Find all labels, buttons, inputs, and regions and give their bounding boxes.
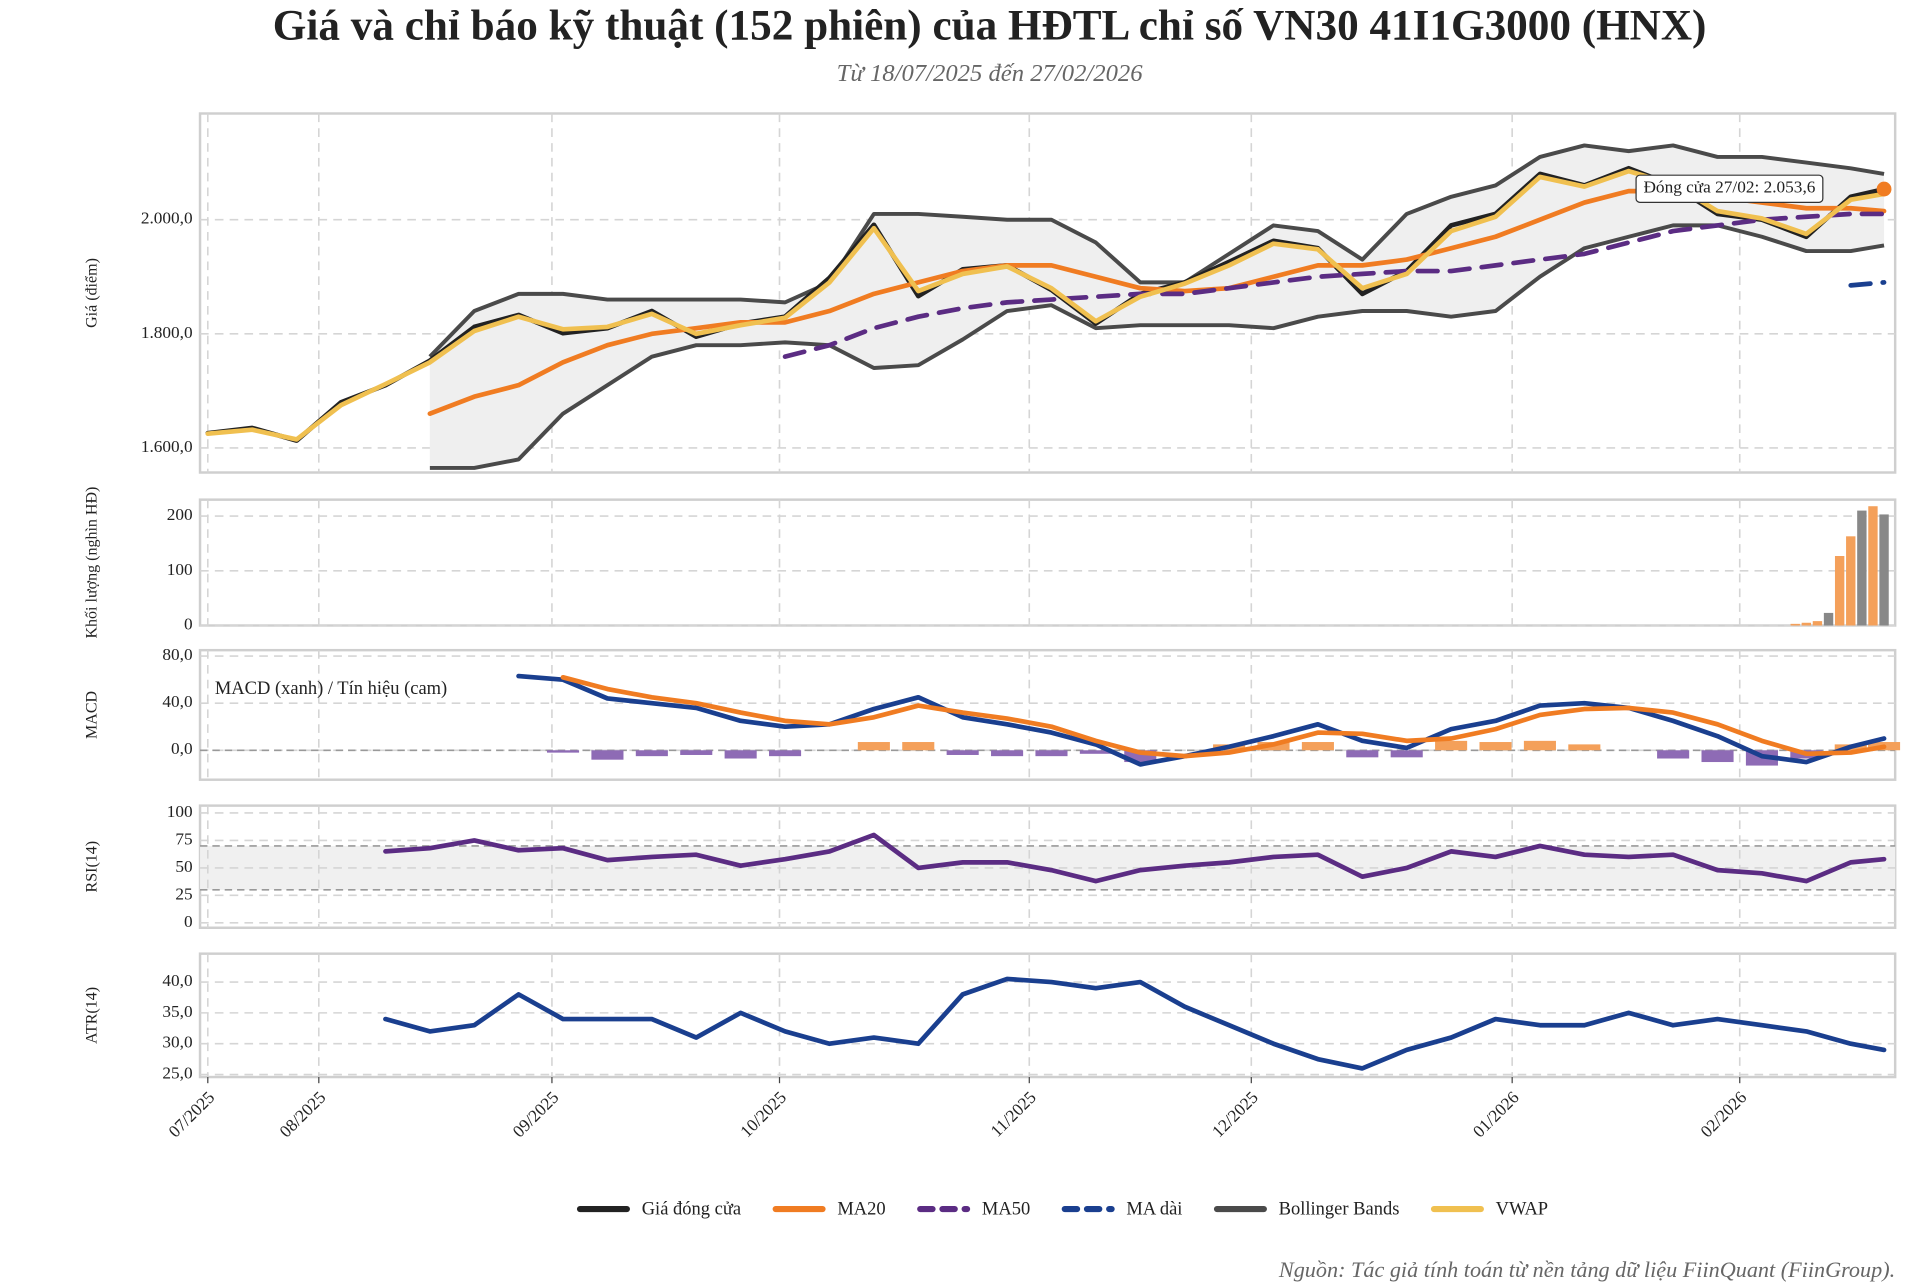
legend-label: MA20 — [837, 1200, 885, 1220]
x-tick-label: 07/2025 — [165, 1088, 218, 1141]
chart-title: Giá và chỉ báo kỹ thuật (152 phiên) của … — [273, 3, 1707, 50]
volume-bar — [1834, 556, 1845, 626]
macd-histogram-bar — [591, 750, 624, 760]
macd-histogram-bar — [1079, 750, 1112, 754]
macd-histogram-bar — [1479, 742, 1512, 751]
y-tick-label: 1.600,0 — [141, 437, 193, 456]
y-axis-label: RSI(14) — [83, 841, 100, 893]
volume-bar — [1879, 514, 1889, 626]
chart-subtitle: Từ 18/07/2025 đến 27/02/2026 — [837, 60, 1144, 87]
macd-histogram-bar — [857, 742, 890, 751]
macd-histogram-bar — [680, 750, 713, 755]
y-tick-label: 25,0 — [162, 1064, 192, 1083]
volume-bar — [1823, 612, 1834, 626]
volume-bar — [1790, 623, 1800, 626]
macd-histogram-bar — [769, 750, 802, 757]
bollinger-line — [429, 223, 1885, 470]
macd-histogram-bar — [635, 750, 668, 757]
y-tick-label: 50 — [175, 857, 192, 876]
series-line — [782, 211, 1887, 360]
x-tick-label: 10/2025 — [737, 1088, 790, 1141]
y-tick-label: 40,0 — [162, 971, 192, 990]
series-line — [560, 674, 1887, 759]
y-tick-label: 0 — [184, 912, 193, 931]
series-line — [1848, 280, 1887, 288]
y-tick-label: 40,0 — [162, 692, 192, 711]
macd-histogram-bar — [1301, 742, 1334, 751]
last-close-marker — [1876, 181, 1892, 197]
volume-bar — [1812, 621, 1823, 626]
y-axis-label: Giá (điểm) — [83, 258, 100, 328]
y-tick-label: 25 — [175, 884, 192, 903]
panel-frame — [198, 648, 1897, 781]
macd-histogram-bar — [1390, 750, 1423, 758]
x-tick-label: 12/2025 — [1208, 1088, 1261, 1141]
macd-histogram-bar — [1035, 750, 1068, 757]
x-tick-label: 02/2026 — [1697, 1087, 1751, 1141]
panel-frame — [198, 498, 1897, 627]
y-tick-label: 30,0 — [162, 1033, 192, 1052]
volume-bar — [1857, 510, 1867, 626]
x-tick-label: 11/2025 — [987, 1088, 1040, 1141]
y-tick-label: 100 — [167, 802, 193, 821]
macd-histogram-bar — [1346, 750, 1379, 758]
y-tick-label: 75 — [175, 829, 192, 848]
x-tick-label: 01/2026 — [1469, 1087, 1523, 1141]
volume-bar — [1868, 506, 1878, 626]
macd-histogram-bar — [1523, 740, 1556, 751]
macd-histogram-bar — [1435, 740, 1468, 751]
y-tick-label: 200 — [167, 505, 193, 524]
y-tick-label: 0,0 — [171, 739, 193, 758]
panel-note: MACD (xanh) / Tín hiệu (cam) — [215, 679, 447, 699]
legend-label: Giá đóng cửa — [642, 1200, 741, 1220]
volume-bar — [1846, 536, 1856, 626]
legend-label: Bollinger Bands — [1279, 1200, 1400, 1220]
annotation-box — [1635, 174, 1824, 203]
y-tick-label: 80,0 — [162, 645, 192, 664]
y-tick-label: 2.000,0 — [141, 209, 193, 228]
y-axis-label: ATR(14) — [83, 987, 100, 1044]
x-tick-label: 08/2025 — [276, 1088, 329, 1141]
macd-histogram-bar — [946, 750, 979, 755]
y-tick-label: 1.800,0 — [141, 323, 193, 342]
series-line — [205, 168, 1887, 442]
series-line — [516, 673, 1887, 767]
macd-histogram-bar — [1701, 750, 1734, 763]
legend-label: VWAP — [1496, 1200, 1548, 1220]
legend-label: MA50 — [982, 1200, 1030, 1220]
series-line — [383, 832, 1887, 884]
y-tick-label: 35,0 — [162, 1002, 192, 1021]
y-tick-label: 100 — [167, 560, 193, 579]
y-axis-label: MACD — [83, 691, 100, 739]
panel-frame — [198, 952, 1897, 1079]
macd-histogram-bar — [546, 750, 580, 753]
x-tick-label: 09/2025 — [509, 1088, 562, 1141]
legend-label: MA dài — [1126, 1200, 1182, 1220]
bollinger-line — [428, 143, 1885, 359]
macd-histogram-bar — [1124, 750, 1157, 763]
macd-histogram-bar — [902, 742, 935, 751]
y-tick-label: 0 — [184, 614, 193, 633]
macd-histogram-bar — [724, 750, 757, 759]
macd-histogram-bar — [991, 750, 1024, 757]
macd-histogram-bar — [1568, 744, 1601, 751]
series-line — [383, 976, 1887, 1071]
volume-bar — [1801, 622, 1812, 626]
annotation-text: Đóng cửa 27/02: 2.053,6 — [1643, 178, 1815, 197]
y-axis-label: Khối lượng (nghìn HĐ) — [83, 487, 100, 639]
source-note: Nguồn: Tác giả tính toán từ nền tảng dữ … — [1278, 1257, 1895, 1282]
macd-histogram-bar — [1657, 750, 1690, 759]
